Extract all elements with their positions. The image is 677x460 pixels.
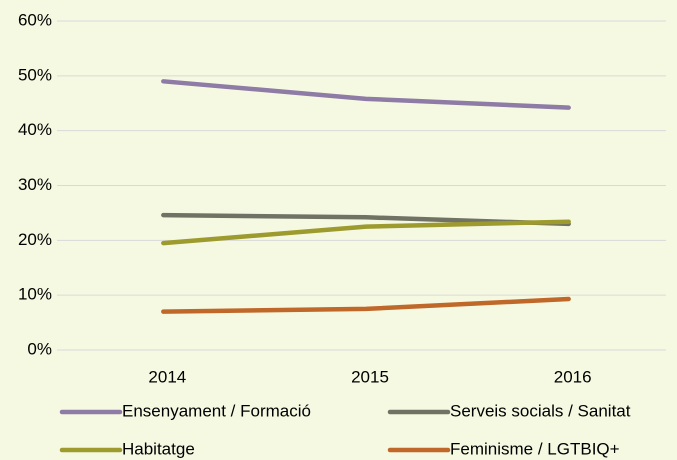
y-tick-label: 40% bbox=[18, 120, 52, 139]
legend-label: Habitatge bbox=[122, 439, 195, 458]
series-line bbox=[161, 219, 571, 246]
x-tick-label: 2015 bbox=[351, 367, 389, 386]
x-tick-label: 2016 bbox=[554, 367, 592, 386]
legend-label: Ensenyament / Formació bbox=[122, 401, 311, 420]
y-tick-label: 0% bbox=[27, 339, 52, 358]
series-line bbox=[161, 296, 571, 314]
y-tick-label: 10% bbox=[18, 285, 52, 304]
legend-label: Feminisme / LGTBIQ+ bbox=[450, 439, 620, 458]
series-line bbox=[161, 79, 571, 110]
y-tick-label: 20% bbox=[18, 230, 52, 249]
y-tick-label: 60% bbox=[18, 10, 52, 29]
y-tick-label: 30% bbox=[18, 175, 52, 194]
legend-label: Serveis socials / Sanitat bbox=[450, 401, 631, 420]
x-tick-label: 2014 bbox=[148, 367, 186, 386]
y-tick-label: 50% bbox=[18, 65, 52, 84]
